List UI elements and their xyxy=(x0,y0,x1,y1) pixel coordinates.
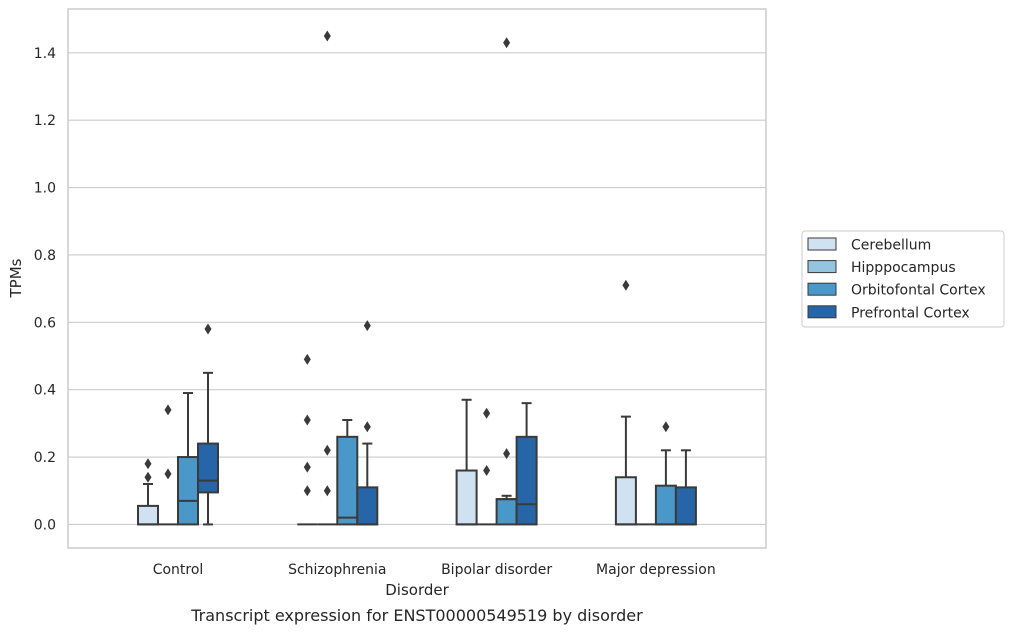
box-prefrontal-cortex xyxy=(674,449,697,526)
grid-lines xyxy=(68,52,766,526)
outlier-point xyxy=(303,485,311,497)
box-iqr xyxy=(197,442,219,494)
box-cerebellum xyxy=(137,458,159,526)
legend-frame xyxy=(801,230,1005,328)
outlier-point xyxy=(363,320,371,332)
box-hipppocampus xyxy=(158,404,178,526)
y-tick-label: 1.2 xyxy=(34,113,56,129)
box-orbitofontal-cortex xyxy=(177,392,199,526)
y-tick-label: 0.0 xyxy=(34,517,56,533)
figure-caption: Transcript expression for ENST0000054951… xyxy=(191,606,643,625)
outlier-point xyxy=(303,461,311,473)
y-tick-label: 0.6 xyxy=(34,315,56,331)
legend-swatch xyxy=(807,237,837,251)
outlier-point xyxy=(483,465,491,477)
y-tick-label: 1.4 xyxy=(34,46,56,62)
outlier-point xyxy=(363,421,371,433)
y-tick-label: 0.2 xyxy=(34,450,56,466)
box-hipppocampus xyxy=(476,407,497,526)
box-orbitofontal-cortex xyxy=(654,421,677,526)
outlier-point xyxy=(144,471,152,483)
x-tick-label: Major depression xyxy=(596,562,716,578)
outlier-point xyxy=(204,323,212,335)
x-tick-label: Control xyxy=(153,562,204,578)
box-orbitofontal-cortex xyxy=(495,37,518,526)
legend-label: Orbitofontal Cortex xyxy=(851,283,986,299)
legend-swatch xyxy=(807,305,837,319)
outlier-point xyxy=(164,468,172,480)
y-axis-ticks: 0.0 0.2 0.4 0.6 0.8 1.0 1.2 1.4 xyxy=(34,46,56,534)
outlier-point xyxy=(483,407,491,419)
box-iqr xyxy=(614,476,637,526)
legend-swatch xyxy=(807,282,837,296)
x-tick-label: Schizophrenia xyxy=(288,562,386,578)
box-iqr xyxy=(515,435,538,526)
box-iqr xyxy=(356,486,379,526)
y-tick-label: 0.4 xyxy=(34,383,56,399)
box-orbitofontal-cortex xyxy=(336,418,359,526)
box-iqr xyxy=(137,504,159,526)
plot-area-frame xyxy=(67,8,767,549)
outlier-point xyxy=(622,279,630,291)
y-tick-label: 0.8 xyxy=(34,248,56,264)
box-plots xyxy=(137,30,697,526)
box-iqr xyxy=(674,486,697,526)
legend-label: Prefrontal Cortex xyxy=(851,305,970,321)
outlier-point xyxy=(662,421,670,433)
box-cerebellum xyxy=(297,353,318,526)
outlier-point xyxy=(303,353,311,365)
box-prefrontal-cortex xyxy=(356,320,379,526)
x-tick-label: Bipolar disorder xyxy=(441,562,552,578)
box-iqr xyxy=(336,435,359,526)
outlier-point xyxy=(303,414,311,426)
legend-swatch xyxy=(807,260,837,274)
box-cerebellum xyxy=(455,398,478,526)
box-prefrontal-cortex xyxy=(197,323,219,526)
legend: Cerebellum Hipppocampus Orbitofontal Corte… xyxy=(801,230,1005,328)
box-iqr xyxy=(177,456,199,526)
box-prefrontal-cortex xyxy=(515,402,538,526)
outlier-point xyxy=(323,444,331,456)
box-iqr xyxy=(654,484,677,526)
y-axis-title: TPMs xyxy=(7,258,25,298)
outlier-point xyxy=(503,37,511,49)
y-tick-label: 1.0 xyxy=(34,181,56,197)
box-iqr xyxy=(495,498,518,526)
legend-label: Hipppocampus xyxy=(851,260,956,276)
box-cerebellum xyxy=(614,279,637,526)
box-hipppocampus xyxy=(317,30,338,526)
legend-label: Cerebellum xyxy=(851,238,931,254)
box-iqr xyxy=(455,469,478,526)
outlier-point xyxy=(164,404,172,416)
outlier-point xyxy=(503,448,511,460)
outlier-point xyxy=(323,30,331,42)
outlier-point xyxy=(144,458,152,470)
outlier-point xyxy=(323,485,331,497)
x-axis-title: Disorder xyxy=(385,581,449,599)
x-axis-ticks: Control Schizophrenia Bipolar disorder Majo… xyxy=(153,562,716,578)
